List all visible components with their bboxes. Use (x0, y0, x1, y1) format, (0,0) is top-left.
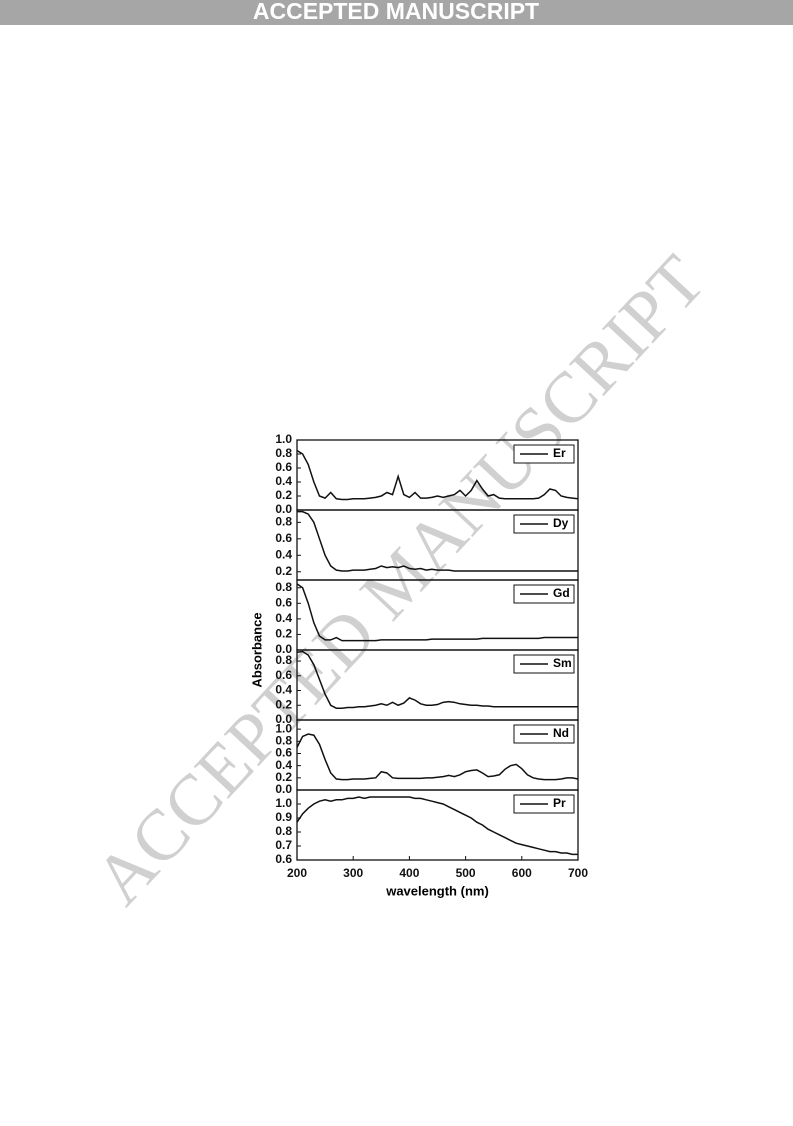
x-tick-label: 400 (399, 866, 419, 880)
legend-label: Sm (553, 656, 572, 670)
y-tick-label: 0.0 (275, 782, 292, 796)
x-tick-label: 600 (512, 866, 532, 880)
legend-label: Dy (553, 516, 569, 530)
x-tick-label: 500 (456, 866, 476, 880)
y-tick-label: 0.2 (275, 564, 292, 578)
y-tick-label: 1.0 (275, 432, 292, 446)
y-tick-label: 0.0 (275, 502, 292, 516)
y-axis-label: Absorbance (249, 612, 264, 687)
spectrum-line (296, 733, 579, 781)
y-tick-label: 0.6 (275, 746, 292, 760)
y-tick-label: 0.2 (275, 770, 292, 784)
panel-frame (296, 789, 579, 861)
y-tick-label: 0.6 (275, 531, 292, 545)
header-text: ACCEPTED MANUSCRIPT (253, 0, 539, 24)
y-tick-label: 0.6 (275, 460, 292, 474)
spectrum-line (296, 449, 579, 501)
y-tick-label: 0.9 (275, 810, 292, 824)
y-tick-label: 0.6 (275, 596, 292, 610)
y-tick-label: 0.2 (275, 627, 292, 641)
y-tick-label: 0.6 (275, 668, 292, 682)
x-tick-label: 700 (568, 866, 588, 880)
y-tick-label: 0.0 (275, 712, 292, 726)
spectrum-line (297, 510, 578, 572)
y-tick-label: 0.2 (275, 697, 292, 711)
y-tick-label: 0.8 (275, 824, 292, 838)
x-tick-label: 200 (287, 866, 307, 880)
spectrum-line (296, 796, 578, 856)
legend-label: Gd (553, 586, 570, 600)
y-tick-label: 0.6 (275, 852, 292, 866)
y-tick-label: 0.8 (275, 733, 292, 747)
y-tick-label: 0.2 (275, 488, 292, 502)
y-tick-label: 0.8 (275, 446, 292, 460)
header-banner (0, 0, 793, 25)
legend-label: Pr (553, 796, 566, 810)
x-tick-label: 300 (343, 866, 363, 880)
spectrum-line (296, 650, 578, 709)
legend-label: Nd (553, 726, 569, 740)
y-tick-label: 0.4 (275, 547, 292, 561)
y-tick-label: 0.8 (275, 580, 292, 594)
y-tick-label: 0.8 (275, 515, 292, 529)
y-tick-label: 0.0 (275, 642, 292, 656)
x-axis-label: wavelength (nm) (385, 883, 489, 898)
y-tick-label: 0.4 (275, 611, 292, 625)
y-tick-label: 0.4 (275, 758, 292, 772)
y-tick-label: 0.7 (275, 838, 292, 852)
y-tick-label: 1.0 (275, 721, 292, 735)
y-tick-label: 0.4 (275, 683, 292, 697)
y-tick-label: 1.0 (275, 796, 292, 810)
legend-label: Er (553, 446, 566, 460)
spectrum-line (296, 583, 578, 642)
y-tick-label: 0.4 (275, 474, 292, 488)
y-tick-label: 0.8 (275, 653, 292, 667)
